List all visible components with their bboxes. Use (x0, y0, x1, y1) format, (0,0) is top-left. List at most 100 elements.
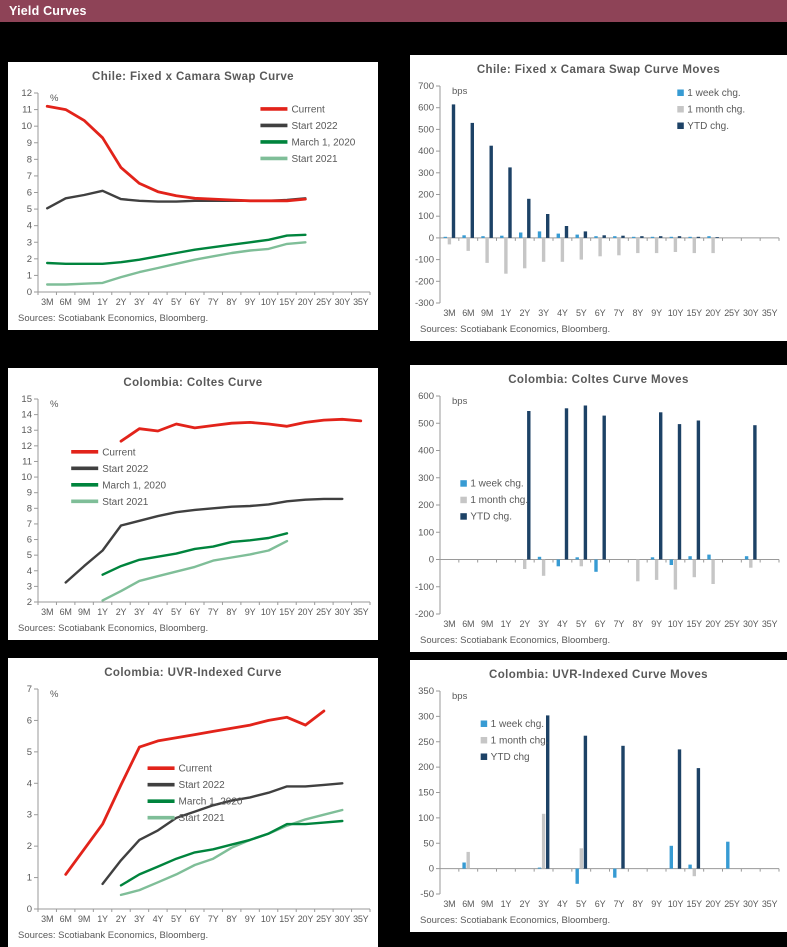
svg-text:3Y: 3Y (538, 619, 549, 629)
svg-text:3M: 3M (41, 914, 53, 924)
svg-text:9M: 9M (78, 607, 90, 617)
svg-text:15: 15 (21, 394, 32, 405)
svg-text:30Y: 30Y (743, 899, 759, 909)
page-title: Yield Curves (9, 4, 87, 18)
svg-text:8Y: 8Y (226, 607, 237, 617)
svg-text:6Y: 6Y (595, 308, 606, 318)
svg-text:0: 0 (429, 864, 434, 875)
svg-text:10: 10 (21, 472, 32, 483)
svg-text:14: 14 (21, 410, 32, 421)
svg-text:1Y: 1Y (501, 308, 512, 318)
chart-title: Chile: Fixed x Camara Swap Curve (92, 71, 294, 83)
svg-text:6M: 6M (60, 297, 72, 307)
svg-text:5Y: 5Y (171, 607, 182, 617)
svg-text:1Y: 1Y (501, 619, 512, 629)
chart-title: Colombia: Coltes Curve (123, 377, 263, 389)
svg-text:9M: 9M (78, 914, 90, 924)
svg-text:3M: 3M (41, 297, 53, 307)
svg-text:9Y: 9Y (245, 297, 256, 307)
svg-text:13: 13 (21, 425, 32, 436)
svg-text:200: 200 (418, 500, 434, 511)
svg-text:Start 2022: Start 2022 (291, 121, 338, 132)
svg-text:7Y: 7Y (208, 297, 219, 307)
svg-text:Start 2022: Start 2022 (179, 780, 226, 791)
svg-text:9: 9 (27, 488, 32, 499)
svg-text:%: % (50, 399, 59, 410)
svg-text:bps: bps (452, 86, 468, 97)
panel-colombia-coltes-curve: Colombia: Coltes Curve 2 3 4 5 6 7 8 9 10 11 12 13 1… (8, 368, 378, 640)
sources-note: Sources: Scotiabank Economics, Bloomberg… (18, 623, 209, 634)
svg-text:4Y: 4Y (557, 899, 568, 909)
svg-text:100: 100 (418, 813, 434, 824)
svg-text:35Y: 35Y (353, 607, 369, 617)
svg-text:20Y: 20Y (705, 899, 721, 909)
svg-text:9: 9 (27, 138, 32, 149)
chile-swap-moves-chart: -300 -200 -100 0 100 200 300 400 500 600 700 3M 6M 9M… (415, 81, 780, 318)
svg-text:500: 500 (418, 124, 434, 135)
svg-text:6M: 6M (462, 899, 474, 909)
svg-text:-300: -300 (415, 298, 434, 309)
panel-chile-swap-curve-moves: Chile: Fixed x Camara Swap Curve Moves -… (410, 55, 787, 341)
svg-text:Current: Current (291, 104, 325, 115)
svg-text:9Y: 9Y (245, 607, 256, 617)
colombia-coltes-curve-chart: 2 3 4 5 6 7 8 9 10 11 12 13 14 15 3M 6M 9M 1Y 2Y 3Y 4Y 5Y 6Y 7Y… (21, 394, 371, 617)
svg-text:30Y: 30Y (335, 297, 351, 307)
svg-text:4: 4 (27, 566, 32, 577)
svg-text:8Y: 8Y (632, 899, 643, 909)
svg-text:2Y: 2Y (519, 619, 530, 629)
svg-text:25Y: 25Y (724, 619, 740, 629)
svg-text:5: 5 (27, 747, 32, 758)
svg-text:4: 4 (27, 778, 32, 789)
svg-text:3Y: 3Y (134, 914, 145, 924)
svg-text:5Y: 5Y (576, 308, 587, 318)
svg-text:3Y: 3Y (538, 308, 549, 318)
svg-text:6M: 6M (462, 619, 474, 629)
svg-text:-200: -200 (415, 609, 434, 620)
svg-text:March 1, 2020: March 1, 2020 (102, 480, 166, 491)
svg-text:25Y: 25Y (316, 297, 332, 307)
svg-text:3M: 3M (443, 308, 455, 318)
svg-text:30Y: 30Y (743, 308, 759, 318)
svg-text:6Y: 6Y (189, 607, 200, 617)
svg-text:20Y: 20Y (298, 607, 314, 617)
svg-text:35Y: 35Y (762, 308, 778, 318)
svg-text:400: 400 (418, 446, 434, 457)
svg-text:600: 600 (418, 103, 434, 114)
svg-text:6M: 6M (60, 914, 72, 924)
svg-text:35Y: 35Y (762, 619, 778, 629)
svg-text:6Y: 6Y (189, 914, 200, 924)
svg-text:10Y: 10Y (668, 308, 684, 318)
svg-text:100: 100 (418, 527, 434, 538)
svg-text:9Y: 9Y (651, 619, 662, 629)
svg-text:3Y: 3Y (538, 899, 549, 909)
svg-text:7Y: 7Y (208, 607, 219, 617)
svg-text:25Y: 25Y (316, 607, 332, 617)
svg-text:15Y: 15Y (279, 914, 295, 924)
svg-text:350: 350 (418, 686, 434, 697)
svg-text:6: 6 (27, 535, 32, 546)
svg-text:7: 7 (27, 684, 32, 695)
svg-text:7: 7 (27, 171, 32, 182)
svg-text:15Y: 15Y (279, 297, 295, 307)
svg-text:500: 500 (418, 418, 434, 429)
svg-text:250: 250 (418, 737, 434, 748)
svg-text:6Y: 6Y (595, 899, 606, 909)
svg-text:3Y: 3Y (134, 297, 145, 307)
svg-text:March 1, 2020: March 1, 2020 (179, 797, 243, 808)
svg-text:Current: Current (179, 764, 213, 775)
svg-text:1 month chg.: 1 month chg. (470, 495, 528, 506)
svg-text:1 week chg.: 1 week chg. (491, 719, 544, 730)
svg-text:30Y: 30Y (743, 619, 759, 629)
svg-text:0: 0 (27, 904, 32, 915)
svg-text:2Y: 2Y (519, 899, 530, 909)
svg-text:5Y: 5Y (171, 914, 182, 924)
svg-text:7: 7 (27, 519, 32, 530)
svg-text:3M: 3M (443, 899, 455, 909)
svg-text:300: 300 (418, 168, 434, 179)
svg-text:15Y: 15Y (687, 619, 703, 629)
svg-text:1 week chg.: 1 week chg. (687, 88, 740, 99)
svg-text:3: 3 (27, 810, 32, 821)
svg-text:15Y: 15Y (687, 308, 703, 318)
svg-text:7Y: 7Y (208, 914, 219, 924)
